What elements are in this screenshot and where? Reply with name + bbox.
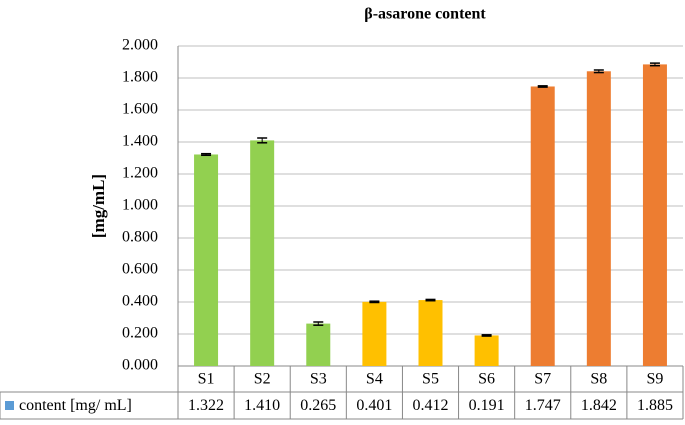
table-value: 0.265 <box>300 397 336 414</box>
y-tick-label: 0.400 <box>122 293 158 310</box>
y-tick-label: 0.000 <box>122 357 158 374</box>
y-tick-label: 0.200 <box>122 325 158 342</box>
bar <box>306 323 331 366</box>
y-tick-label: 1.600 <box>122 101 158 118</box>
table-value: 1.747 <box>525 397 561 414</box>
x-tick-label: S1 <box>198 371 215 388</box>
chart-title: β-asarone content <box>364 6 486 23</box>
y-tick-label: 1.800 <box>122 69 158 86</box>
x-tick-label: S6 <box>478 371 495 388</box>
x-tick-label: S5 <box>422 371 439 388</box>
bar <box>362 301 387 366</box>
table-value: 0.191 <box>469 397 505 414</box>
y-tick-label: 2.000 <box>122 37 158 54</box>
x-tick-label: S2 <box>254 371 271 388</box>
table-value: 0.412 <box>413 397 449 414</box>
bar <box>474 335 499 366</box>
bar <box>250 140 275 366</box>
bar <box>194 154 219 366</box>
table-value: 1.410 <box>244 397 280 414</box>
x-tick-label: S9 <box>646 371 663 388</box>
y-tick-label: 1.000 <box>122 197 158 214</box>
table-value: 1.842 <box>581 397 617 414</box>
bar <box>642 64 667 367</box>
x-tick-label: S7 <box>534 371 551 388</box>
table-value: 1.885 <box>637 397 673 414</box>
bar <box>530 86 555 366</box>
y-tick-label: 0.600 <box>122 261 158 278</box>
bar <box>586 71 611 366</box>
bar <box>418 300 443 366</box>
y-tick-label: 1.200 <box>122 165 158 182</box>
table-value: 0.401 <box>356 397 392 414</box>
legend-label: content [mg/ mL] <box>19 397 132 414</box>
table-value: 1.322 <box>188 397 224 414</box>
x-tick-label: S8 <box>590 371 607 388</box>
y-tick-label: 1.400 <box>122 133 158 150</box>
x-tick-label: S3 <box>310 371 327 388</box>
legend-marker <box>5 401 14 410</box>
x-tick-label: S4 <box>366 371 383 388</box>
y-tick-label: 0.800 <box>122 229 158 246</box>
y-axis-label: [mg/mL] <box>89 174 108 238</box>
